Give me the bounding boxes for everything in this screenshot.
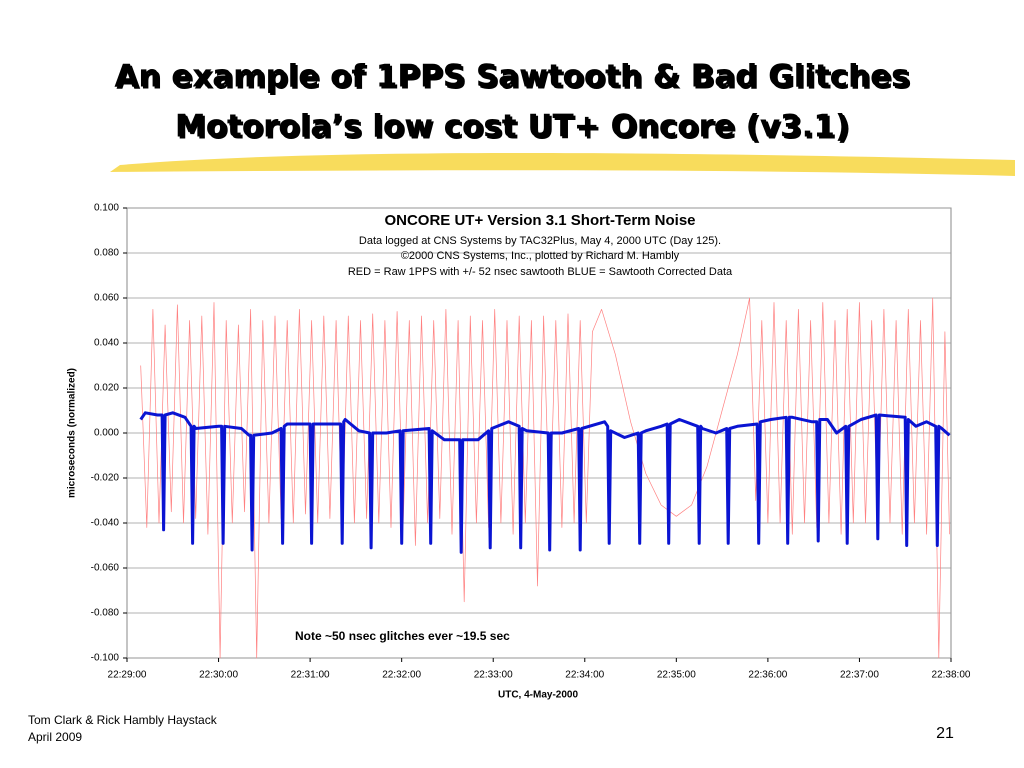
title-shadow: Motorola’s low cost UT+ Oncore (v3.1) [177,111,851,147]
x-tick-label: 22:38:00 [932,670,971,681]
x-tick-label: 22:34:00 [565,670,604,681]
highlighter [110,153,1015,176]
y-axis-label: microseconds (normalized) [67,368,78,498]
x-tick-label: 22:36:00 [748,670,787,681]
x-axis-label: UTC, 4-May-2000 [498,690,578,701]
y-tick-label: -0.060 [91,563,120,574]
annotation: Note ~50 nsec glitches ever ~19.5 sec [295,629,510,643]
slide-title: Motorola’s low cost UT+ Oncore (v3.1) [175,109,849,145]
y-tick-label: 0.060 [94,293,119,304]
y-tick-label: -0.040 [91,518,120,529]
x-tick-label: 22:35:00 [657,670,696,681]
chart-subtitle: RED = Raw 1PPS with +/- 52 nsec sawtooth… [348,266,733,278]
series-line [139,411,951,554]
y-tick-label: 0.100 [94,203,119,214]
page-number: 21 [936,725,954,742]
footer: April 2009 [28,730,82,744]
y-tick-label: -0.080 [91,608,120,619]
y-tick-label: 0.020 [94,383,119,394]
y-tick-label: -0.020 [91,473,120,484]
x-tick-label: 22:31:00 [291,670,330,681]
chart-subtitle: Data logged at CNS Systems by TAC32Plus,… [359,235,721,247]
y-tick-label: -0.100 [91,653,120,664]
chart-title: ONCORE UT+ Version 3.1 Short-Term Noise [384,212,695,229]
x-tick-label: 22:32:00 [382,670,421,681]
footer: Tom Clark & Rick Hambly Haystack [28,713,218,727]
y-tick-label: 0.040 [94,338,119,349]
x-tick-label: 22:29:00 [108,670,147,681]
y-tick-label: 0.080 [94,248,119,259]
plot: -0.100 -0.080 -0.060 -0.040 -0.020 0.000 0.020… [91,203,971,681]
y-tick-label: 0.000 [94,428,119,439]
x-tick-label: 22:37:00 [840,670,879,681]
x-tick-label: 22:30:00 [199,670,238,681]
chart-subtitle: ©2000 CNS Systems, Inc., plotted by Rich… [401,250,680,262]
x-tick-label: 22:33:00 [474,670,513,681]
slide-title: An example of 1PPS Sawtooth & Bad Glitch… [114,59,909,95]
title-shadow: An example of 1PPS Sawtooth & Bad Glitch… [116,61,911,97]
